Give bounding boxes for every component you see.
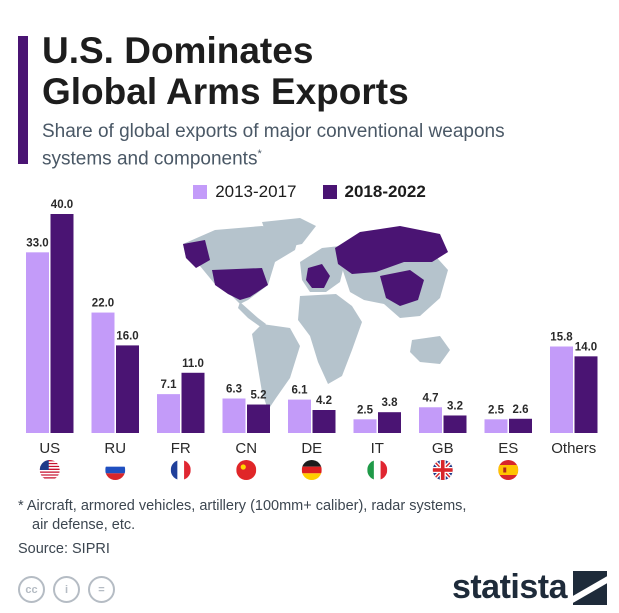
category-label-fr: FR — [171, 440, 191, 457]
map-greenland — [262, 218, 316, 248]
map-africa — [298, 294, 362, 384]
value-label-cn-2018-2022: 5.2 — [251, 390, 267, 402]
bar-us-2013-2017 — [26, 252, 49, 433]
source-note: Source: SIPRI — [18, 541, 110, 557]
value-label-others-2013-2017: 15.8 — [550, 331, 573, 343]
value-label-us-2018-2022: 40.0 — [51, 199, 73, 211]
gb-flag-icon — [432, 460, 453, 480]
bars-group — [26, 214, 598, 433]
value-labels-group: 33.0 40.0 22.0 16.0 7.1 11.0 6.3 5.2 6.1 4.2 2.5 3.… — [26, 199, 597, 416]
map-usa — [212, 268, 268, 300]
bar-de-2013-2017 — [288, 399, 311, 433]
value-label-us-2013-2017: 33.0 — [26, 237, 48, 249]
flags-group — [39, 460, 519, 480]
category-label-de: DE — [301, 440, 322, 457]
bar-gb-2013-2017 — [419, 407, 442, 433]
map-australia — [410, 336, 450, 364]
statista-mark-icon — [573, 570, 607, 605]
subtitle-text: Share of global exports of major convent… — [42, 121, 505, 170]
us-flag-icon — [39, 460, 60, 480]
bar-es-2013-2017 — [484, 419, 508, 433]
category-label-us: US — [39, 440, 60, 457]
map-north-america — [183, 226, 300, 304]
value-label-cn-2013-2017: 6.3 — [226, 384, 242, 396]
title-line-1: U.S. Dominates — [42, 30, 314, 71]
it-flag-icon — [367, 460, 388, 480]
bar-us-2018-2022 — [50, 214, 74, 433]
value-label-others-2018-2022: 14.0 — [575, 341, 597, 353]
value-label-it-2018-2022: 3.8 — [382, 397, 399, 409]
bar-ru-2013-2017 — [91, 312, 115, 433]
bar-fr-2018-2022 — [181, 372, 205, 433]
category-labels-group: US RU FR CN DE IT GB ES Others — [39, 440, 596, 457]
chart-subtitle: Share of global exports of major convent… — [42, 120, 512, 170]
bar-gb-2018-2022 — [443, 415, 467, 433]
bar-others-2018-2022 — [574, 356, 598, 433]
footnote-line-1: * Aircraft, armored vehicles, artillery … — [18, 498, 467, 514]
cn-flag-icon — [236, 460, 257, 480]
value-label-it-2013-2017: 2.5 — [357, 404, 374, 416]
bar-others-2013-2017 — [550, 346, 573, 433]
bar-es-2018-2022 — [509, 418, 532, 433]
value-label-es-2013-2017: 2.5 — [488, 404, 505, 416]
value-label-ru-2013-2017: 22.0 — [92, 298, 114, 310]
map-alaska — [183, 240, 210, 268]
es-flag-icon — [498, 460, 519, 480]
category-label-others: Others — [551, 440, 596, 457]
de-flag-icon — [301, 460, 322, 480]
category-label-gb: GB — [432, 440, 454, 457]
legend-swatch-2013-2017 — [193, 185, 208, 199]
license-icons: cc i = — [18, 576, 115, 603]
bar-cn-2013-2017 — [222, 398, 246, 433]
nd-icon[interactable]: = — [88, 576, 115, 603]
map-south-america — [252, 324, 300, 410]
legend-swatch-2018-2022 — [322, 185, 337, 199]
bar-it-2018-2022 — [378, 412, 401, 433]
bar-fr-2013-2017 — [157, 394, 180, 433]
statista-logo[interactable]: statista — [452, 568, 607, 607]
ru-flag-icon — [105, 460, 126, 480]
chart-title: U.S. Dominates Global Arms Exports — [42, 30, 602, 112]
value-label-gb-2013-2017: 4.7 — [423, 392, 439, 404]
by-icon[interactable]: i — [53, 576, 80, 603]
category-label-ru: RU — [104, 440, 126, 457]
category-label-cn: CN — [235, 440, 257, 457]
value-label-de-2013-2017: 6.1 — [292, 385, 309, 397]
map-central-america — [238, 302, 266, 328]
value-label-ru-2018-2022: 16.0 — [116, 330, 138, 342]
bar-de-2018-2022 — [312, 410, 336, 433]
bar-it-2013-2017 — [353, 419, 377, 433]
value-label-es-2018-2022: 2.6 — [513, 404, 529, 416]
title-accent-bar — [18, 36, 28, 164]
legend-label-2013-2017: 2013-2017 — [215, 182, 297, 201]
category-label-it: IT — [371, 440, 384, 457]
footnote: * Aircraft, armored vehicles, artillery … — [18, 497, 578, 535]
value-label-de-2018-2022: 4.2 — [316, 395, 332, 407]
legend: 2013-2017 2018-2022 — [0, 182, 619, 202]
value-label-fr-2018-2022: 11.0 — [182, 358, 204, 370]
map-china — [380, 270, 424, 306]
fr-flag-icon — [170, 460, 191, 480]
legend-label-2018-2022: 2018-2022 — [344, 182, 426, 201]
footnote-line-2: air defense, etc. — [32, 517, 136, 533]
legend-item-2018-2022: 2018-2022 — [322, 182, 426, 202]
value-label-fr-2013-2017: 7.1 — [161, 379, 178, 391]
legend-item-2013-2017: 2013-2017 — [193, 182, 297, 202]
brand-name: statista — [451, 568, 568, 606]
map-russia — [335, 226, 448, 274]
cc-icon[interactable]: cc — [18, 576, 45, 603]
category-label-es: ES — [498, 440, 518, 457]
subtitle-footnote-mark: * — [257, 148, 262, 160]
map-western-europe — [306, 264, 330, 288]
bar-ru-2018-2022 — [116, 345, 139, 433]
value-label-gb-2018-2022: 3.2 — [447, 400, 463, 412]
world-map — [183, 218, 450, 410]
bar-cn-2018-2022 — [247, 404, 270, 433]
title-line-2: Global Arms Exports — [42, 71, 409, 112]
